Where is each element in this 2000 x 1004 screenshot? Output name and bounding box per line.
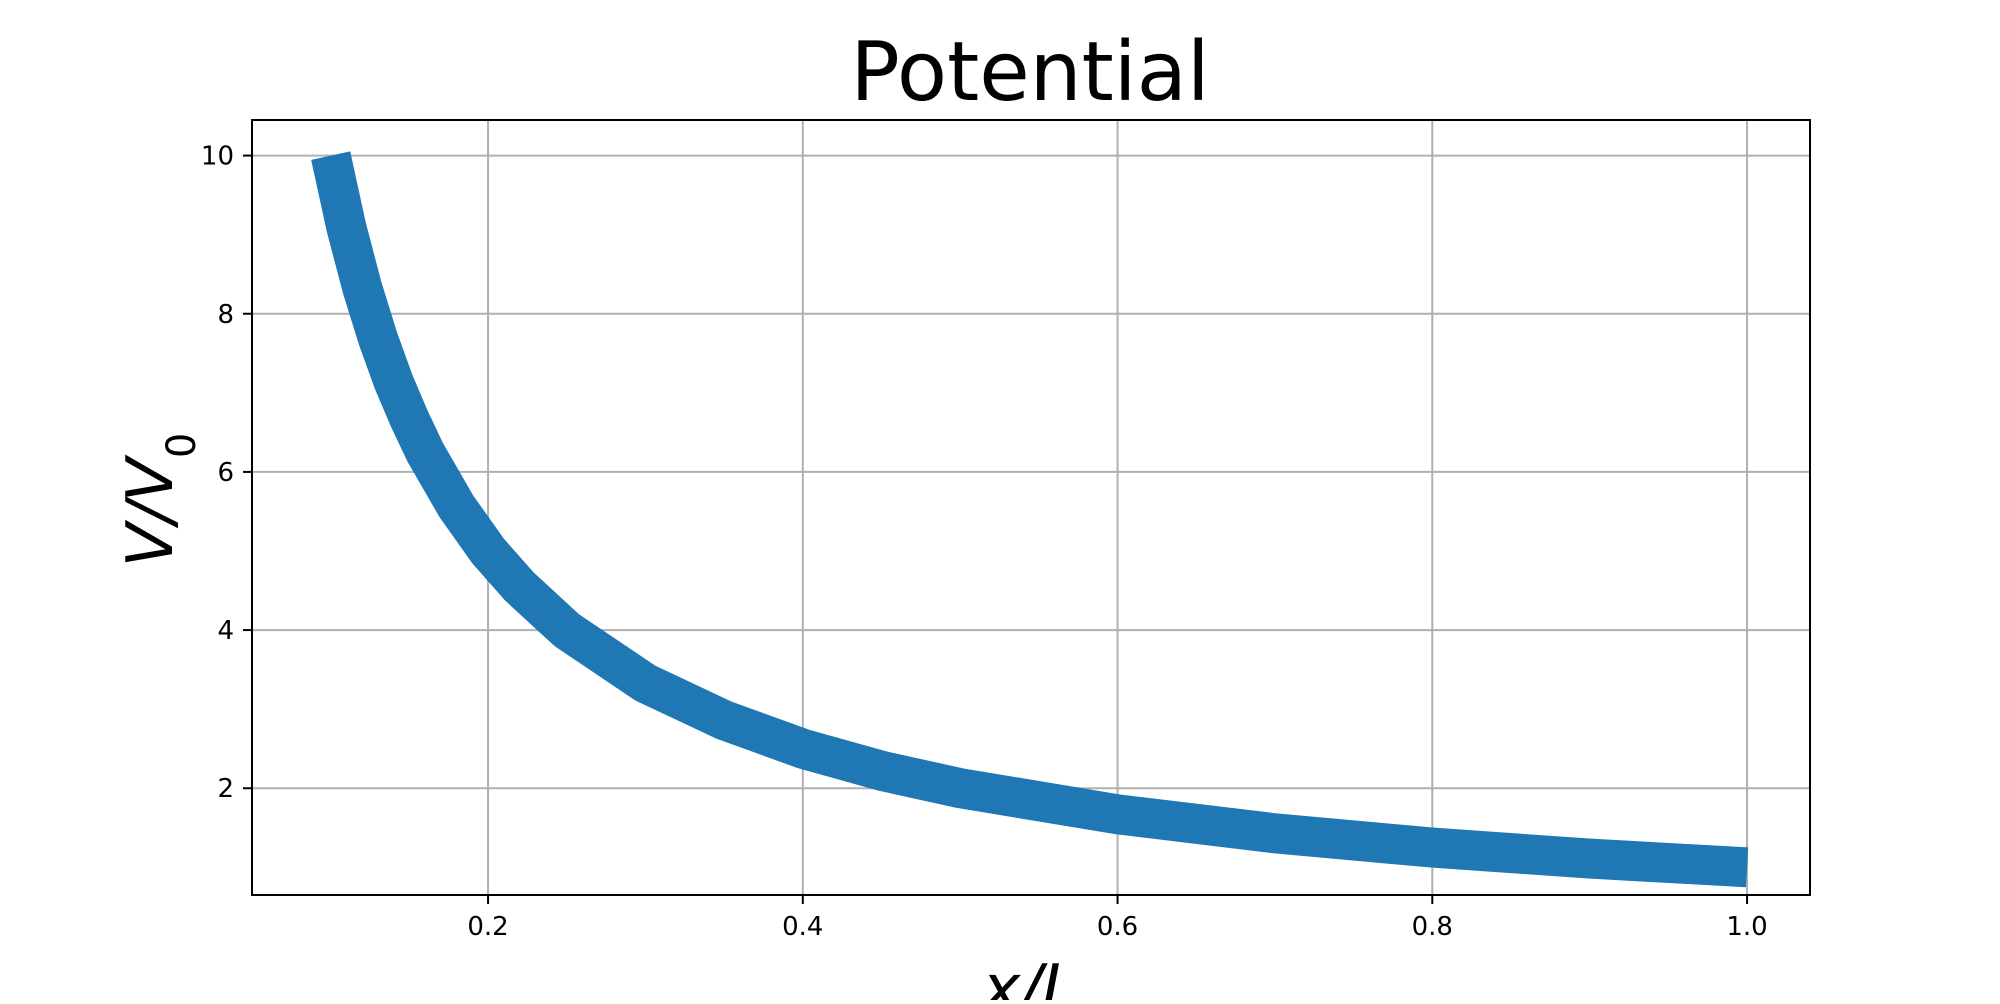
y-tick-label: 8 [217,300,234,330]
axis-label-subscript: 0 [159,433,205,458]
axis-label-main: V/V [114,454,188,567]
series-line [311,151,1749,888]
axis-label-main: x/L [980,952,1077,1000]
x-tick-label: 0.8 [1412,912,1453,942]
y-tick-label: 10 [201,142,234,172]
x-axis-label: x/L [980,952,1077,1000]
ticks: 0.2 0.4 0.6 0.8 1.0 2 4 6 8 10 [201,142,1768,942]
y-axis-label: V/V0 [114,433,205,568]
series-layer [311,151,1749,888]
x-tick-label: 1.0 [1726,912,1767,942]
chart-title: Potential [850,25,1209,120]
x-tick-label: 0.2 [467,912,508,942]
y-tick-label: 4 [217,616,234,646]
y-tick-label: 2 [217,774,234,804]
x-tick-label: 0.6 [1097,912,1138,942]
plot-frame [251,119,1811,896]
x-tick-label: 0.4 [782,912,823,942]
y-tick-label: 6 [217,458,234,488]
